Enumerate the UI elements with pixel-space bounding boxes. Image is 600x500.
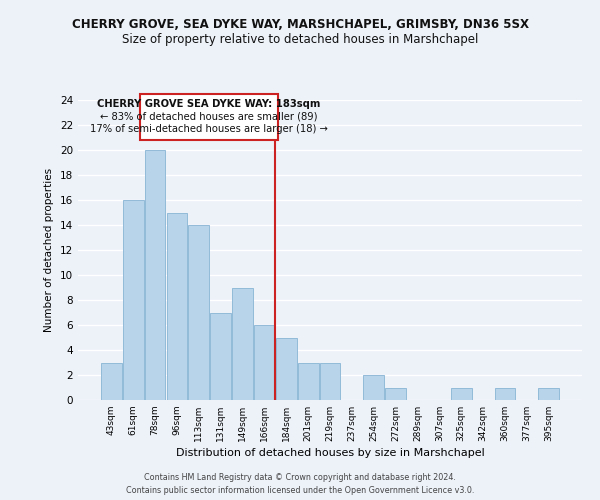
Bar bbox=[538, 388, 559, 400]
Text: Size of property relative to detached houses in Marshchapel: Size of property relative to detached ho… bbox=[122, 32, 478, 46]
Text: CHERRY GROVE SEA DYKE WAY: 183sqm: CHERRY GROVE SEA DYKE WAY: 183sqm bbox=[97, 100, 320, 110]
Bar bbox=[385, 388, 406, 400]
Text: CHERRY GROVE, SEA DYKE WAY, MARSHCHAPEL, GRIMSBY, DN36 5SX: CHERRY GROVE, SEA DYKE WAY, MARSHCHAPEL,… bbox=[71, 18, 529, 30]
Bar bbox=[145, 150, 166, 400]
Bar bbox=[364, 375, 384, 400]
Bar bbox=[188, 225, 209, 400]
Bar bbox=[254, 325, 275, 400]
Bar bbox=[167, 212, 187, 400]
Bar bbox=[298, 362, 319, 400]
Bar bbox=[494, 388, 515, 400]
X-axis label: Distribution of detached houses by size in Marshchapel: Distribution of detached houses by size … bbox=[176, 448, 484, 458]
Bar bbox=[320, 362, 340, 400]
Text: Contains public sector information licensed under the Open Government Licence v3: Contains public sector information licen… bbox=[126, 486, 474, 495]
Bar bbox=[451, 388, 472, 400]
Bar bbox=[232, 288, 253, 400]
Bar bbox=[210, 312, 231, 400]
Bar bbox=[123, 200, 143, 400]
Y-axis label: Number of detached properties: Number of detached properties bbox=[44, 168, 55, 332]
FancyBboxPatch shape bbox=[140, 94, 278, 140]
Bar bbox=[101, 362, 122, 400]
Text: ← 83% of detached houses are smaller (89): ← 83% of detached houses are smaller (89… bbox=[100, 112, 317, 122]
Bar bbox=[276, 338, 296, 400]
Text: Contains HM Land Registry data © Crown copyright and database right 2024.: Contains HM Land Registry data © Crown c… bbox=[144, 472, 456, 482]
Text: 17% of semi-detached houses are larger (18) →: 17% of semi-detached houses are larger (… bbox=[89, 124, 328, 134]
